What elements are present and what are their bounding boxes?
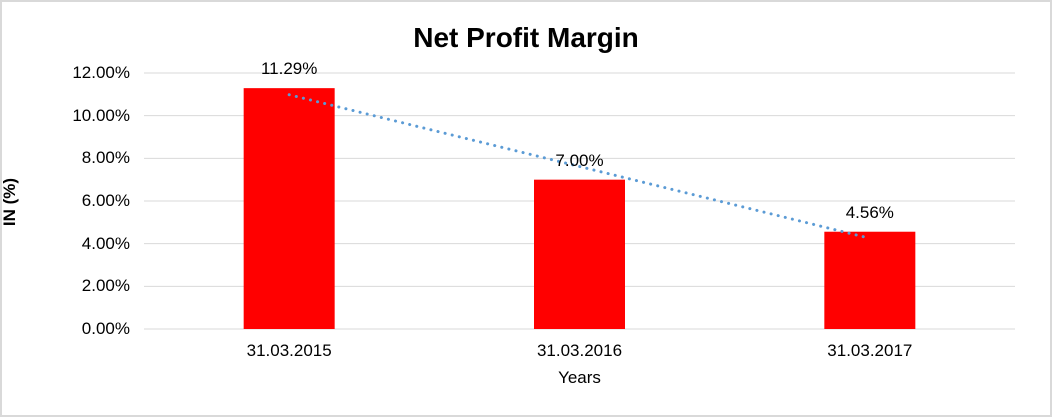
bar-value-label: 4.56% bbox=[845, 202, 894, 222]
bar-31.03.2016[interactable] bbox=[534, 179, 625, 329]
y-tick-label: 2.00% bbox=[81, 276, 130, 296]
y-tick-label: 12.00% bbox=[72, 63, 130, 82]
x-tick-label: 31.03.2015 bbox=[246, 341, 332, 360]
y-tick-label: 10.00% bbox=[72, 105, 130, 125]
x-axis-title: Years bbox=[558, 368, 601, 387]
bar-value-label: 7.00% bbox=[555, 150, 604, 170]
y-tick-label: 4.00% bbox=[81, 233, 130, 253]
y-tick-label: 0.00% bbox=[81, 319, 130, 338]
x-tick-label: 31.03.2017 bbox=[827, 341, 913, 360]
bar-31.03.2017[interactable] bbox=[824, 231, 916, 329]
bar-value-label: 11.29% bbox=[260, 59, 318, 79]
y-tick-label: 6.00% bbox=[81, 191, 130, 210]
trendline[interactable] bbox=[287, 93, 872, 240]
bar-31.03.2015[interactable] bbox=[243, 88, 335, 329]
y-tick-label: 8.00% bbox=[81, 148, 130, 168]
x-tick-label: 31.03.2016 bbox=[536, 341, 623, 360]
chart-title: Net Profit Margin bbox=[413, 22, 639, 53]
